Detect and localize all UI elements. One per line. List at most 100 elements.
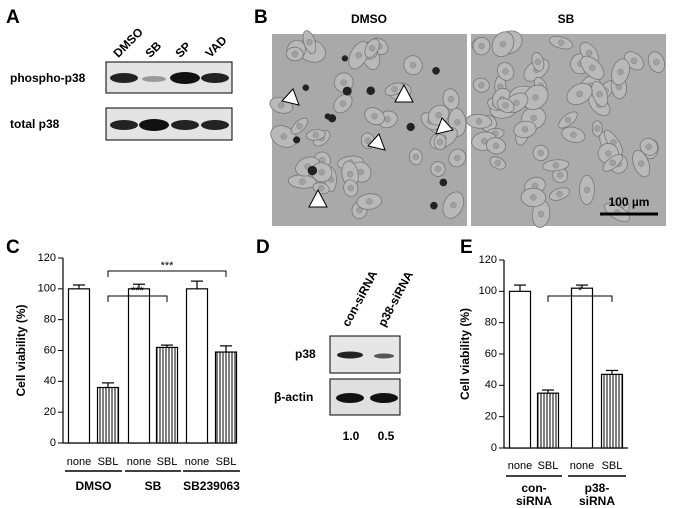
dead-cell <box>430 201 438 210</box>
nucleus <box>552 162 560 169</box>
nucleus <box>391 85 398 93</box>
nucleus <box>492 142 500 150</box>
lane-label: DMSO <box>110 25 145 60</box>
lane-label: con-siRNA <box>339 268 380 329</box>
nucleus <box>296 122 303 130</box>
significance-bracket <box>107 270 227 277</box>
arrowhead <box>308 188 328 208</box>
nucleus <box>355 52 363 59</box>
bar <box>570 287 594 449</box>
ratio-label: 0.5 <box>378 429 395 443</box>
y-tick-label: 40 <box>44 375 56 387</box>
x-tick-label: SBL <box>98 456 119 468</box>
y-tick-label: 80 <box>44 314 56 326</box>
scale-bar-label: 100 µm <box>609 195 650 209</box>
x-tick-label: SBL <box>602 460 623 472</box>
row-label: p38 <box>295 347 316 361</box>
nucleus <box>318 168 325 176</box>
lane-label: SP <box>172 39 193 60</box>
nucleus <box>537 210 545 218</box>
image-title: SB <box>558 12 575 26</box>
y-tick-label: 100 <box>479 285 497 297</box>
dead-cell <box>432 66 440 75</box>
y-tick-label: 0 <box>491 442 497 454</box>
dead-cell <box>307 165 318 176</box>
nucleus <box>346 170 354 178</box>
bar <box>214 351 238 444</box>
dead-cell <box>366 86 375 96</box>
x-tick-label: none <box>508 460 532 472</box>
nucleus <box>384 116 391 123</box>
dead-cell <box>342 86 352 96</box>
bar <box>508 290 532 449</box>
panel-label: D <box>256 237 270 258</box>
significance-label: * <box>578 285 583 297</box>
nucleus <box>532 94 539 101</box>
x-tick-label: SBL <box>538 460 559 472</box>
bar <box>600 373 624 449</box>
nucleus <box>347 184 355 192</box>
nucleus <box>570 131 577 139</box>
group-label: SB239063 <box>183 479 240 493</box>
group-label: siRNA <box>516 494 552 508</box>
group-label: con- <box>521 481 546 495</box>
bar <box>96 386 120 444</box>
y-tick-label: 60 <box>485 348 497 360</box>
group-label: SB <box>145 479 162 493</box>
nucleus <box>557 39 565 46</box>
nucleus <box>502 68 509 75</box>
nucleus <box>454 119 461 126</box>
nucleus <box>534 58 542 66</box>
nucleus <box>291 50 299 58</box>
nucleus <box>530 194 537 201</box>
band <box>110 120 138 130</box>
nucleus <box>609 159 616 167</box>
nucleus <box>494 159 502 167</box>
significance-label: *** <box>161 260 175 272</box>
arrowhead <box>435 117 454 135</box>
band <box>336 393 364 403</box>
image-title: DMSO <box>351 12 387 26</box>
bar <box>127 288 151 444</box>
y-axis-label: Cell viability (%) <box>458 308 472 400</box>
nucleus <box>513 99 520 107</box>
band <box>110 73 138 83</box>
group-label: siRNA <box>579 494 615 508</box>
nucleus <box>409 61 417 69</box>
nucleus <box>583 186 591 194</box>
x-tick-label: none <box>127 456 151 468</box>
nucleus <box>588 64 596 72</box>
x-tick-label: none <box>570 460 594 472</box>
nucleus <box>454 154 461 162</box>
nucleus <box>556 190 563 198</box>
panel-b: DMSO SB 100 µm <box>269 12 666 228</box>
band <box>139 119 169 131</box>
band <box>170 72 200 84</box>
nucleus <box>478 81 485 89</box>
nucleus <box>605 150 612 157</box>
x-tick-label: SBL <box>157 456 178 468</box>
nucleus <box>617 68 624 76</box>
y-tick-label: 20 <box>44 406 56 418</box>
nucleus <box>299 178 306 185</box>
arrowhead <box>394 83 414 103</box>
dead-cell <box>302 84 310 91</box>
band <box>142 76 166 82</box>
band <box>374 353 394 359</box>
nucleus <box>434 165 442 173</box>
nucleus <box>502 102 509 109</box>
y-tick-label: 100 <box>38 283 56 295</box>
y-tick-label: 40 <box>485 379 497 391</box>
band <box>337 351 363 359</box>
y-tick-label: 0 <box>50 437 56 449</box>
nucleus <box>653 58 660 66</box>
nucleus <box>475 118 483 125</box>
panel-a: DMSO SB SP VAD phospho-p38 total p38 <box>10 25 233 141</box>
bar <box>155 346 179 444</box>
nucleus <box>630 57 638 65</box>
panel-label: A <box>6 7 20 28</box>
x-tick-label: none <box>185 456 209 468</box>
row-label: phospho-p38 <box>10 71 86 85</box>
nucleus <box>576 90 583 98</box>
